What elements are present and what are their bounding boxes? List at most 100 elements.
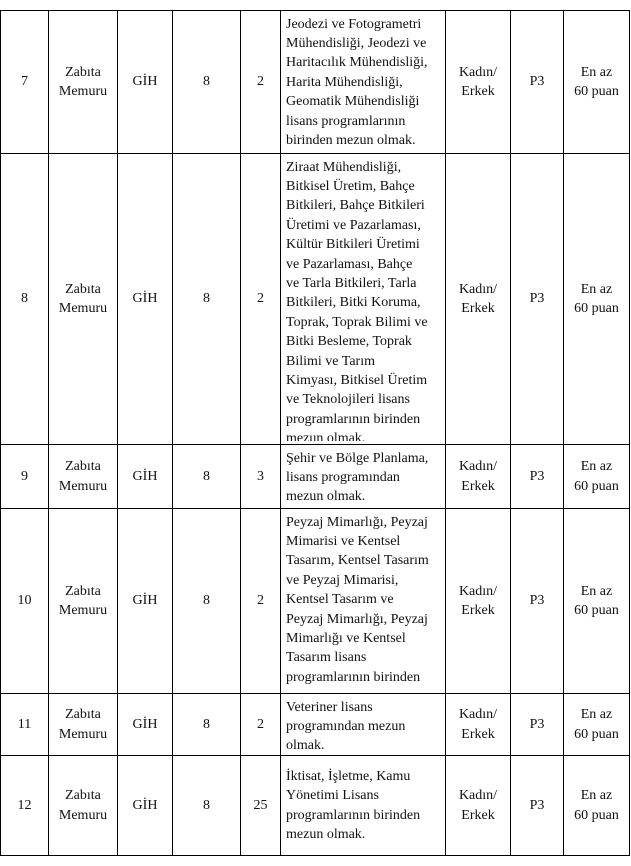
requirement-line: Mühendisliği, Jeodezi ve: [286, 35, 427, 51]
title-line: Zabıta: [65, 459, 101, 475]
table-body: 7 Zabıta Memuru GİH 8 2 Jeodezi ve Fotogrametr…: [0, 10, 630, 856]
unit-cell: GİH: [117, 693, 173, 756]
gender-cell: Kadın/Erkek: [445, 693, 511, 756]
gender-line: Kadın/: [458, 64, 498, 80]
score-line: 60 puan: [574, 84, 619, 99]
cell-content: En az 60 puan: [568, 457, 625, 496]
gender-line: Kadın/: [458, 583, 498, 599]
gender-cell: Kadın/Erkek: [445, 444, 511, 509]
number: 11: [17, 716, 32, 732]
cell-content: GİH: [122, 591, 168, 610]
exam-cell: P3: [510, 10, 564, 154]
cell-content: P3: [515, 467, 559, 486]
number: 12: [17, 797, 32, 813]
unit: GİH: [132, 716, 158, 732]
cell-content: Kadın/Erkek: [450, 582, 506, 621]
degree: 8: [203, 291, 210, 307]
title-cell: Zabıta Memuru: [48, 444, 118, 509]
requirement-cell: Peyzaj Mimarlığı, Peyzaj Mimarisi ve Kent…: [280, 508, 446, 694]
requirement-line: Geomatik Mühendisliği: [286, 94, 420, 110]
unit: GİH: [132, 74, 158, 90]
table-row: 8 Zabıta Memuru GİH 8 2 Ziraat Mühendisliği, Bi…: [0, 153, 630, 445]
cell-content: Kadın/Erkek: [450, 457, 506, 496]
gender-cell: Kadın/Erkek: [445, 153, 511, 445]
title-line: Memuru: [58, 807, 108, 823]
unit-cell: GİH: [117, 755, 173, 856]
cell-content: Kadın/Erkek: [450, 280, 506, 319]
cell-content: GİH: [122, 289, 168, 308]
score-line: En az: [580, 459, 613, 475]
cell-content: P3: [515, 72, 559, 91]
requirement-line: Bilimi ve Tarım: [286, 353, 375, 369]
title-line: Zabıta: [65, 583, 101, 599]
unit: GİH: [132, 291, 158, 307]
gender-cell: Kadın/Erkek: [445, 10, 511, 154]
cell-content: Zabıta Memuru: [53, 280, 113, 319]
requirement-line: Mimarlığı ve Kentsel: [286, 630, 406, 646]
requirement-line: Bitki Besleme, Toprak: [286, 334, 412, 350]
count-cell: 2: [240, 153, 281, 445]
cell-content: 8: [5, 289, 44, 308]
cell-content: En az 60 puan: [568, 63, 625, 102]
title-line: Memuru: [58, 726, 108, 742]
gender-line: Kadın/: [458, 707, 498, 723]
cell-content: GİH: [122, 715, 168, 734]
requirement-line: Peyzaj Mimarlığı, Peyzaj: [286, 611, 428, 627]
gender-line: Kadın/: [458, 459, 498, 475]
unit-cell: GİH: [117, 10, 173, 154]
table-row: 7 Zabıta Memuru GİH 8 2 Jeodezi ve Fotogrametr…: [0, 10, 630, 154]
cell-content: 8: [177, 289, 236, 308]
title-cell: Zabıta Memuru: [48, 693, 118, 756]
cell-content: 3: [245, 467, 276, 486]
cell-content: Kadın/Erkek: [450, 63, 506, 102]
title-cell: Zabıta Memuru: [48, 755, 118, 856]
requirement-line: Tasarım lisans: [286, 650, 367, 666]
title-cell: Zabıta Memuru: [48, 10, 118, 154]
cell-content: P3: [515, 591, 559, 610]
cell-content: Kadın/Erkek: [450, 705, 506, 744]
exam: P3: [529, 716, 545, 732]
score-cell: En az 60 puan: [563, 693, 630, 756]
cell-content: 2: [245, 591, 276, 610]
exam-cell: P3: [510, 508, 564, 694]
exam-cell: P3: [510, 153, 564, 445]
cell-content: P3: [515, 796, 559, 815]
requirement-line: birinden mezun olmak.: [286, 132, 416, 148]
cell-content: En az 60 puan: [568, 582, 625, 621]
cell-content: Şehir ve Bölge Planlama, lisans programın…: [286, 449, 440, 505]
cell-content: GİH: [122, 72, 168, 91]
cell-content: En az 60 puan: [568, 280, 625, 319]
exam: P3: [529, 593, 545, 609]
requirement-line: İktisat, İşletme, Kamu: [286, 768, 411, 784]
degree: 8: [203, 74, 210, 90]
cell-content: 2: [245, 72, 276, 91]
cell-content: 12: [5, 796, 44, 815]
score-cell: En az 60 puan: [563, 508, 630, 694]
cell-content: Zabıta Memuru: [53, 457, 113, 496]
number-cell: 7: [0, 10, 49, 154]
score-cell: En az 60 puan: [563, 153, 630, 445]
gender-line: Erkek: [461, 478, 495, 494]
count: 25: [253, 797, 268, 813]
requirement-line: olmak.: [286, 738, 325, 752]
degree: 8: [203, 716, 210, 732]
number: 10: [17, 593, 32, 609]
cell-content: 8: [177, 715, 236, 734]
cell-content: GİH: [122, 796, 168, 815]
exam-cell: P3: [510, 444, 564, 509]
cell-content: En az 60 puan: [568, 705, 625, 744]
cell-content: P3: [515, 289, 559, 308]
cell-content: 8: [177, 591, 236, 610]
table-row: 10 Zabıta Memuru GİH 8 2 Peyzaj Mimarlığı, Pey…: [0, 508, 630, 694]
requirement-line: Veteriner lisans: [286, 699, 373, 715]
cell-content: En az 60 puan: [568, 786, 625, 825]
cell-content: 7: [5, 72, 44, 91]
requirement-line: ve Teknolojileri lisans: [286, 392, 410, 408]
requirement-line: ve Tarla Bitkileri, Tarla: [286, 275, 417, 291]
cell-content: 25: [245, 796, 276, 815]
requirement-line: mezun olmak.: [286, 826, 366, 842]
number: 8: [21, 291, 28, 307]
score-cell: En az 60 puan: [563, 444, 630, 509]
degree-cell: 8: [172, 693, 241, 756]
table-row: 11 Zabıta Memuru GİH 8 2 Veteriner lisans progr…: [0, 693, 630, 756]
